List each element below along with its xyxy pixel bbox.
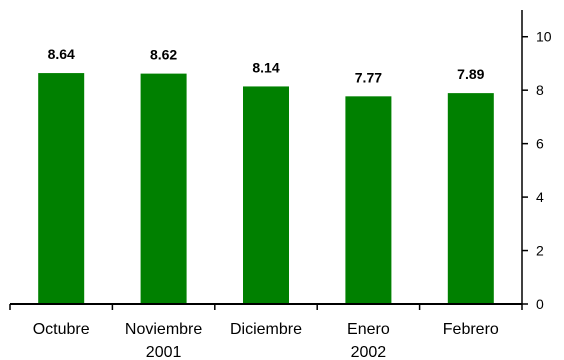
bar-diciembre — [243, 86, 289, 304]
bar-febrero — [447, 93, 494, 304]
year-label-2001: 2001 — [146, 344, 182, 360]
y-axis-ticks: 0 2 4 6 8 10 — [522, 29, 552, 312]
y-tick-label: 0 — [536, 296, 544, 312]
y-tick-label: 4 — [536, 189, 544, 205]
data-labels-group: 8.64 8.62 8.14 7.77 7.89 — [48, 46, 485, 85]
y-tick-label: 8 — [536, 82, 544, 98]
x-axis-ticks — [9, 304, 523, 310]
data-label-octubre: 8.64 — [48, 46, 75, 62]
y-tick-label: 10 — [536, 29, 552, 45]
bars-group — [38, 73, 494, 305]
year-labels-group: 2001 2002 — [146, 344, 386, 360]
category-labels-group: Octubre Noviembre Diciembre Enero Febrero — [33, 321, 499, 338]
y-tick-label: 2 — [536, 243, 544, 259]
data-label-enero: 7.77 — [355, 69, 382, 85]
category-label-enero: Enero — [347, 321, 390, 338]
data-label-diciembre: 8.14 — [252, 59, 279, 75]
category-label-diciembre: Diciembre — [230, 321, 302, 338]
bar-octubre — [38, 73, 85, 305]
y-tick-label: 6 — [536, 136, 544, 152]
bar-enero — [345, 96, 392, 304]
bar-noviembre — [140, 73, 187, 305]
category-label-febrero: Febrero — [443, 321, 499, 338]
category-label-noviembre: Noviembre — [125, 321, 202, 338]
data-label-febrero: 7.89 — [457, 66, 484, 82]
category-label-octubre: Octubre — [33, 321, 90, 338]
data-label-noviembre: 8.62 — [150, 47, 177, 63]
year-label-2002: 2002 — [351, 344, 387, 360]
